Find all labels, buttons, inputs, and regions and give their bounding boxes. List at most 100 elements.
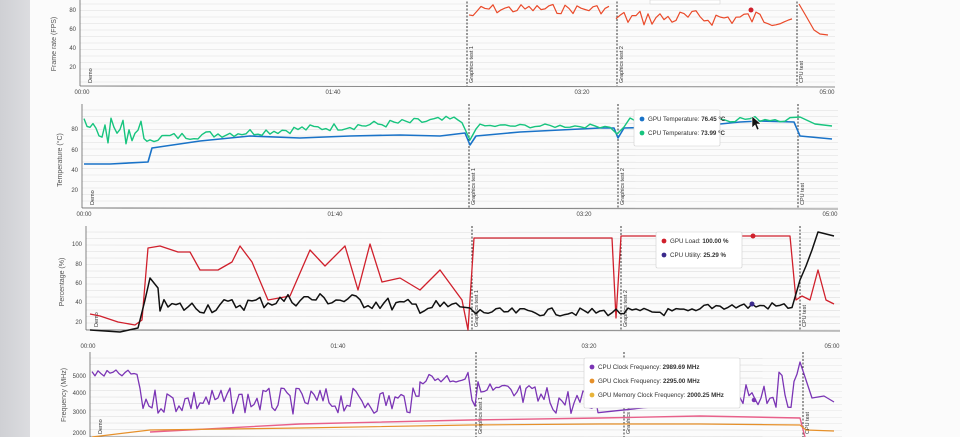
test-marker-label: Demo [90, 190, 96, 205]
test-marker-label: CPU test [800, 183, 806, 205]
x-tick-label: 03:20 [576, 212, 592, 218]
cpu-utility-series [89, 231, 835, 333]
x-tick-label: 03:20 [581, 344, 597, 350]
tooltip-box [655, 231, 743, 269]
y-tick-label: 3000 [73, 410, 87, 416]
cpu-clock-series [91, 361, 835, 415]
y-tick-label: 100 [72, 242, 83, 248]
y-tick-label: 40 [71, 168, 78, 174]
tooltip-value: 2000.25 MHz [687, 392, 724, 399]
fps-series [468, 3, 610, 17]
y-axis-label: Percentage (%) [59, 258, 66, 307]
y-tick-label: 80 [69, 8, 76, 14]
tooltip-value: 2989.69 MHz [663, 364, 700, 371]
y-tick-label: 20 [71, 188, 78, 194]
legend-dot [661, 252, 667, 258]
tooltip-label: CPU Temperature: 73.99 °C [648, 130, 726, 137]
x-tick-label: 00:00 [80, 344, 96, 350]
x-axis [81, 207, 839, 210]
y-tick-label: 40 [69, 46, 76, 52]
x-tick-label: 05:00 [824, 344, 840, 350]
y-axis-label: Temperature (°C) [56, 133, 64, 187]
tooltip-label: CPU Clock Frequency: 2989.69 MHz [598, 364, 699, 371]
tooltip-label: GPU Load: 100.00 % [670, 238, 729, 245]
x-tick-label: 03:20 [574, 90, 590, 96]
y-tick-label: 4000 [73, 391, 87, 397]
x-tick-label: 00:00 [74, 90, 90, 96]
legend-dot [661, 238, 667, 244]
test-marker-label: CPU test [805, 412, 811, 434]
x-tick-label: 01:40 [325, 90, 341, 96]
x-tick-label: 01:40 [330, 344, 346, 350]
test-marker-label: Graphics test 2 [626, 397, 632, 434]
test-marker-label: Graphics test 2 [623, 290, 629, 327]
legend-dot [589, 392, 595, 398]
y-tick-label: 60 [69, 27, 76, 33]
tooltip-box [583, 357, 741, 409]
gridlines [80, 3, 835, 83]
frame-rate-chart: Frame rate (FPS) 20 40 60 80 00:00 01:40 03:20… [51, 0, 835, 96]
tooltip-value: 100.00 % [702, 238, 729, 245]
temperature-chart: Temperature (°C) 20 40 60 80 00:00 01:40 03:20… [56, 104, 838, 218]
test-marker-label: Graphics test 1 [469, 46, 475, 83]
y-tick-label: 80 [75, 262, 82, 268]
fps-series [615, 10, 793, 27]
tooltip-value: 76.45 °C [701, 116, 726, 123]
gridlines [85, 231, 841, 331]
y-tick-label: 20 [75, 320, 82, 326]
x-axis [85, 329, 841, 332]
tooltip: GPU Temperature: 76.45 °C CPU Temperature… [633, 109, 726, 147]
gpu-clock-series [149, 415, 806, 437]
legend-dot [639, 130, 645, 136]
mouse-cursor-icon [751, 115, 762, 131]
test-marker-label: Graphics test 1 [471, 168, 477, 205]
x-tick-label: 00:00 [76, 212, 92, 218]
gpu-load-point [750, 233, 756, 239]
x-tick-label: 01:40 [327, 212, 343, 218]
y-tick-label: 5000 [73, 374, 87, 380]
tooltip-label: CPU Utility: 25.29 % [670, 252, 727, 259]
test-marker-label: Demo [98, 419, 104, 434]
test-marker-label: CPU test [802, 305, 808, 327]
tooltip-value: 73.99 °C [701, 130, 726, 137]
fps-point [748, 7, 754, 13]
legend-dot [589, 378, 595, 384]
tooltip-value: 25.29 % [703, 252, 726, 259]
gridline [89, 409, 843, 411]
tooltip-box [633, 109, 721, 147]
gridlines [81, 109, 839, 208]
percentage-chart: Percentage (%) 20 40 60 80 100 00:00 01:40 03:2… [59, 226, 840, 350]
y-tick-label: 20 [69, 65, 76, 71]
test-marker-label: Graphics test 2 [620, 168, 626, 205]
test-marker-label: Graphics test 2 [619, 46, 625, 83]
legend-dot [639, 116, 645, 122]
gpu-temperature-series [84, 120, 833, 165]
clock-frequency-chart: Frequency (MHz) 2000 3000 4000 5000 Demo Grap… [61, 352, 843, 437]
y-tick-label: 60 [75, 281, 82, 287]
test-marker-label: Demo [88, 68, 94, 83]
tooltip: GPU Load: 100.00 % CPU Utility: 25.29 % [655, 231, 743, 269]
test-marker-label: Demo [94, 312, 100, 327]
tooltip-label: GPU Clock Frequency: 2295.00 MHz [598, 378, 700, 385]
x-axis [79, 85, 836, 88]
memory-clock-series [91, 423, 835, 437]
x-tick-label: 05:00 [822, 212, 838, 218]
y-tick-label: 2000 [73, 431, 87, 437]
y-tick-label: 60 [71, 148, 78, 154]
tooltip-label: GPU Temperature: 76.45 °C [648, 116, 726, 123]
test-marker-label: Graphics test 1 [478, 397, 484, 434]
cpu-clock-point [751, 397, 757, 403]
tooltip-label: GPU Memory Clock Frequency: 2000.25 MHz [598, 392, 724, 399]
fps-series [798, 3, 829, 36]
monitor-screen [30, 0, 960, 437]
y-axis-label: Frequency (MHz) [61, 368, 68, 422]
test-marker-label: CPU test [799, 61, 805, 83]
x-tick-label: 05:00 [819, 90, 835, 96]
tooltip-value: 2295.00 MHz [663, 378, 700, 385]
legend-dot [589, 364, 595, 370]
cpu-utility-point [749, 301, 755, 307]
gridline [89, 422, 843, 424]
y-tick-label: 80 [71, 127, 78, 133]
tooltip-box [649, 0, 721, 5]
